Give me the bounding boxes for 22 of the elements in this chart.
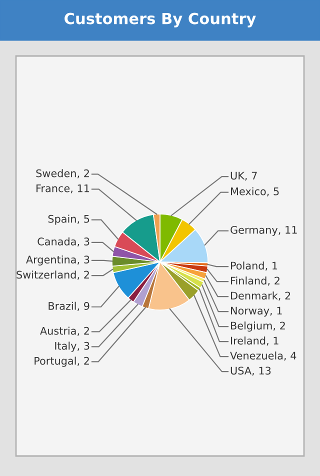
slice-label: Austria, 2 <box>40 326 89 336</box>
slice-label: Portugal, 2 <box>34 356 89 367</box>
slice-label: France, 11 <box>36 184 90 194</box>
chart-title: Customers By Country <box>64 12 256 28</box>
slice-label: Ireland, 1 <box>231 336 278 346</box>
slice-label: Italy, 3 <box>55 342 90 352</box>
slice-label: Mexico, 5 <box>231 187 279 196</box>
slice-label: Sweden, 2 <box>36 169 89 178</box>
slice-label: Denmark, 2 <box>231 292 290 301</box>
slice-label: Norway, 1 <box>231 306 282 317</box>
slice-label: Argentina, 3 <box>26 255 90 266</box>
slice-label: Finland, 2 <box>231 276 280 286</box>
slice-label: Switzerland, 2 <box>16 270 89 280</box>
slice-label: Venezuela, 4 <box>230 352 296 361</box>
slice-label: Canada, 3 <box>38 237 90 247</box>
slice-label: Germany, 11 <box>230 226 297 236</box>
slice-label: Belgium, 2 <box>231 322 285 332</box>
slice-label: Spain, 5 <box>48 214 90 225</box>
slice-label: UK, 7 <box>230 172 257 181</box>
slice-label: USA, 13 <box>230 366 271 376</box>
slice-label: Brazil, 9 <box>48 302 90 311</box>
slice-label: Poland, 1 <box>231 262 278 271</box>
